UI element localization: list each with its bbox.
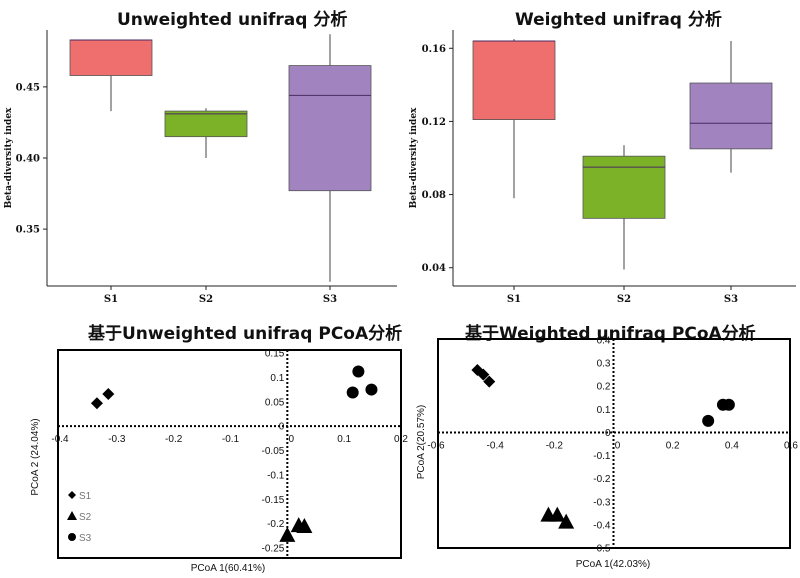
box-S2 [164,110,248,138]
y-tick-label: 0.2 [597,382,611,393]
chart-title: Weighted unifraq 分析 [515,10,722,30]
legend-label: S2 [79,512,92,523]
legend-marker [68,533,76,541]
y-tick-label: -0.15 [262,495,285,506]
y-tick-label: 0.15 [265,349,285,360]
point-S3 [352,365,365,378]
y-tick-label: 0.05 [265,397,285,408]
x-tick-label: S2 [617,294,631,305]
y-tick-label: 0 [279,422,285,433]
point-S3 [346,386,359,399]
y-axis-title: PCoA 2(20.57%) [416,405,427,480]
x-axis-title: PCoA 1(60.41%) [191,563,266,574]
y-tick-label: 0.08 [422,190,446,201]
point-S2 [558,513,575,529]
chart-weighted-pcoa: 基于Weighted unifraq PCoA分析 -0.6 -0.4 -0.2 0.… [410,305,800,578]
y-tick-label: 0.1 [270,373,284,384]
chart-title: Unweighted unifraq 分析 [117,10,348,30]
x-tick-label: 0.4 [725,440,739,451]
chart-title: 基于Unweighted unifraq PCoA分析 [88,324,403,344]
y-tick-label: -0.1 [593,451,611,462]
box-plot-svg: 0.35 0.40 0.45 Beta-diversity index S1 S2 S3 [4,30,397,305]
pcoa-plot-svg: -0.4 -0.3 -0.2 -0.1 0.1 0.2 0 0.15 0.1 0.05 0 -0.05… [30,349,408,575]
chart-unweighted-pcoa: 基于Unweighted unifraq PCoA分析 -0.4 -0.3 -0.2… [0,305,410,578]
x-tick-label: -0.2 [165,434,183,445]
legend-label: S1 [79,491,92,502]
plot-frame [57,349,402,559]
y-tick-label: 0 [605,428,611,439]
x-tick-label: 0.2 [394,434,408,445]
y-tick-label: 0.3 [597,359,611,370]
y-tick-label: -0.3 [593,497,611,508]
point-S1 [477,368,490,381]
legend-marker [67,511,77,520]
point-S2 [296,518,313,534]
y-axis-title: Beta-diversity index [409,107,419,208]
y-tick-label: 0.04 [422,263,446,274]
y-tick-label: 0.35 [16,225,40,236]
box-S1 [69,39,153,76]
y-tick-label: 0.16 [422,44,446,55]
y-tick-label: 0.1 [597,405,611,416]
point-S1 [483,375,496,388]
chart-unweighted-box: Unweighted unifraq 分析 0.35 0.40 0.45 Beta-d… [0,0,400,305]
y-tick-label: 0.40 [16,154,40,165]
x-tick-label: 0 [289,434,295,445]
x-tick-label: S1 [507,294,521,305]
point-S2 [549,506,566,522]
legend-marker [68,491,76,499]
x-tick-label: 0.2 [666,440,680,451]
x-tick-label: -0.3 [108,434,126,445]
x-tick-label: -0.4 [51,434,69,445]
y-tick-label: -0.05 [262,446,285,457]
y-tick-label: 0.12 [422,117,446,128]
point-S3 [702,414,715,427]
x-tick-label: S1 [104,294,118,305]
pcoa-plot-svg: -0.6 -0.4 -0.2 0.2 0.4 0.6 0 0.4 0.3 0.2 0.1 0 -0.1 -… [416,336,798,571]
x-tick-label: -0.6 [427,440,445,451]
y-tick-label: -0.2 [593,474,611,485]
y-tick-label: -0.25 [262,544,285,555]
x-tick-label: -0.4 [487,440,505,451]
point-S3 [722,398,735,411]
y-axis-title: PCoA 2 (24.04%) [30,418,41,495]
point-S1 [90,397,103,410]
box-S2 [582,155,666,219]
box-S3 [288,65,372,192]
point-S1 [102,387,115,400]
x-tick-label: S3 [724,294,738,305]
y-tick-label: 0.45 [16,82,40,93]
y-tick-label: -0.5 [593,544,611,555]
x-tick-label: -0.1 [222,434,240,445]
y-axis-title: Beta-diversity index [4,107,14,208]
box-S1 [472,40,556,120]
y-tick-label: 0.4 [597,336,611,347]
x-tick-label: S3 [323,294,337,305]
x-tick-label: -0.2 [546,440,564,451]
y-tick-label: -0.4 [593,520,611,531]
legend-label: S3 [79,533,92,544]
point-S3 [365,383,378,396]
box-plot-svg: 0.04 0.08 0.12 0.16 Beta-diversity index S1 S2… [409,30,796,305]
box-S3 [689,82,773,150]
x-tick-label: 0.6 [784,440,798,451]
point-S2 [279,526,296,542]
x-tick-label: 0.1 [337,434,351,445]
x-axis-title: PCoA 1(42.03%) [576,559,651,570]
x-tick-label: 0 [615,440,621,451]
y-tick-label: -0.1 [267,470,285,481]
chart-weighted-box: Weighted unifraq 分析 0.04 0.08 0.12 0.16 Beta… [400,0,800,305]
y-tick-label: -0.2 [267,519,285,530]
x-tick-label: S2 [199,294,213,305]
